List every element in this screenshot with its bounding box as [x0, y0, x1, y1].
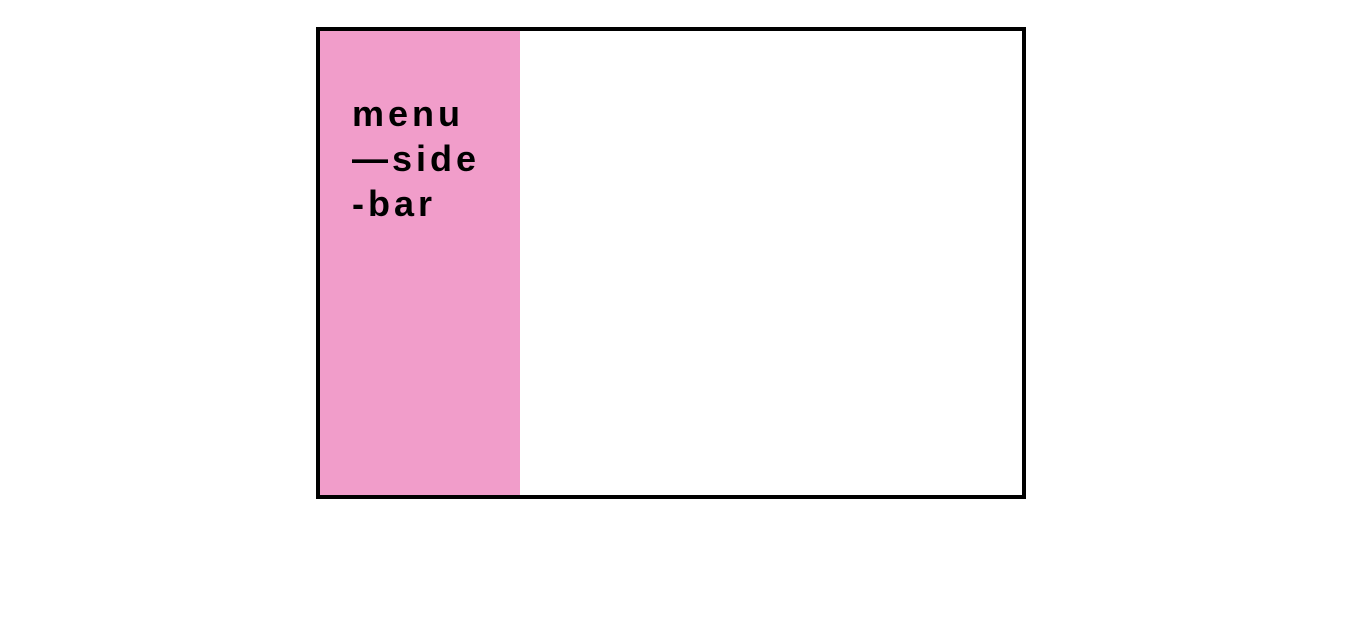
sidebar-label-line-2: —side [352, 138, 481, 179]
sidebar-menu: menu —side -bar [320, 31, 520, 495]
main-content-area [520, 31, 1022, 495]
sidebar-label-line-1: menu [352, 93, 465, 134]
sidebar-label-line-3: -bar [352, 183, 437, 224]
sidebar-label: menu —side -bar [352, 91, 480, 226]
page-frame: menu —side -bar [316, 27, 1026, 499]
